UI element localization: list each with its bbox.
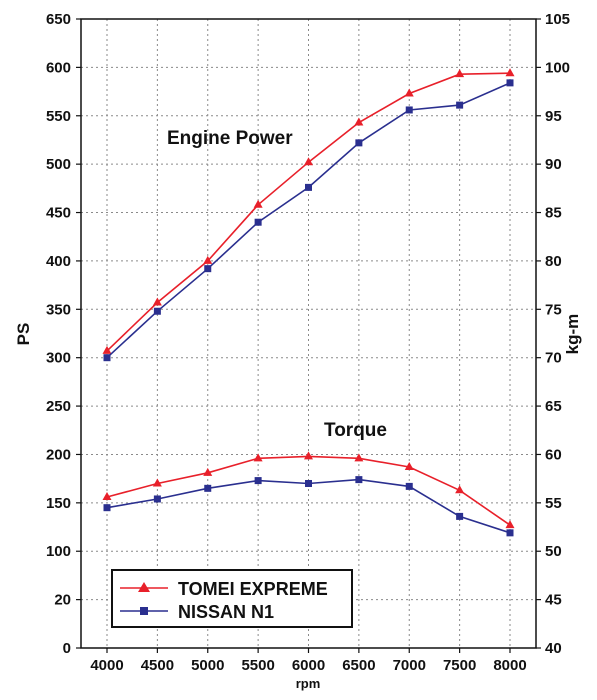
- y-right-tick-label: 80: [545, 253, 562, 270]
- engine-power-annotation: Engine Power: [167, 128, 293, 149]
- y-right-tick-label: 45: [545, 592, 562, 609]
- torque-tomei-expreme-point: [404, 462, 414, 471]
- x-tick-label: 5500: [241, 657, 274, 674]
- engine-power-nissan-n1-point: [305, 183, 312, 191]
- y-right-tick-label: 85: [545, 205, 562, 222]
- engine-power-tomei-expreme-point: [253, 199, 263, 208]
- legend-box: [111, 569, 353, 628]
- torque-nissan-n1-point: [103, 504, 111, 512]
- y-right-tick-label: 65: [545, 398, 562, 415]
- engine-power-tomei-expreme-point: [102, 345, 112, 354]
- axis-ticks: 0 40 20 45 100 50 150 55 200 60 250 65 300 70 350 75 400…: [46, 11, 570, 674]
- y-right-tick-label: 70: [545, 350, 562, 367]
- engine-power-tomei-expreme-point: [152, 297, 162, 306]
- engine-power-nissan-n1-point: [254, 218, 262, 226]
- y-left-tick-label: 500: [46, 156, 71, 173]
- y-right-tick-label: 100: [545, 59, 570, 76]
- series: [102, 68, 515, 537]
- y-axis-left-title: PS: [14, 323, 33, 346]
- x-tick-label: 4500: [141, 657, 174, 674]
- y-left-tick-label: 0: [63, 640, 71, 657]
- torque-nissan-n1-point: [405, 482, 413, 490]
- engine-power-tomei-expreme-point: [404, 88, 414, 97]
- y-left-tick-label: 200: [46, 446, 71, 463]
- legend-marker-tomei: [138, 582, 150, 592]
- y-right-tick-label: 50: [545, 543, 562, 560]
- torque-nissan-n1-point: [355, 476, 363, 484]
- y-right-tick-label: 40: [545, 640, 562, 657]
- x-tick-label: 7000: [393, 657, 426, 674]
- y-left-tick-label: 150: [46, 495, 71, 512]
- y-right-tick-label: 95: [545, 108, 562, 125]
- x-tick-label: 6500: [342, 657, 375, 674]
- torque-tomei-expreme-point: [102, 492, 112, 501]
- x-axis-title: rpm: [296, 676, 321, 691]
- y-right-tick-label: 105: [545, 11, 570, 28]
- y-left-tick-label: 20: [54, 592, 71, 609]
- x-tick-label: 8000: [493, 657, 526, 674]
- y-left-tick-label: 350: [46, 301, 71, 318]
- torque-tomei-expreme-point: [505, 520, 515, 529]
- engine-power-nissan-n1-point: [355, 139, 363, 147]
- torque-annotation: Torque: [324, 420, 387, 441]
- torque-tomei-expreme-point: [304, 451, 313, 460]
- torque-tomei-expreme-point: [354, 453, 364, 462]
- torque-nissan-n1-point: [506, 529, 514, 537]
- grid: [81, 19, 536, 648]
- engine-power-tomei-expreme-point: [455, 69, 465, 78]
- y-axis-right-title: kg-m: [563, 314, 582, 355]
- y-right-tick-label: 55: [545, 495, 562, 512]
- legend-label-tomei: TOMEI EXPREME: [178, 579, 328, 599]
- y-left-tick-label: 600: [46, 59, 71, 76]
- engine-power-tomei-expreme-point: [505, 68, 515, 77]
- y-left-tick-label: 650: [46, 11, 71, 28]
- torque-nissan-n1-point: [456, 512, 464, 520]
- y-left-tick-label: 300: [46, 350, 71, 367]
- engine-power-nissan-n1-point: [456, 101, 464, 109]
- y-left-tick-label: 400: [46, 253, 71, 270]
- torque-nissan-n1-point: [204, 484, 212, 492]
- y-left-tick-label: 450: [46, 205, 71, 222]
- x-tick-label: 4000: [90, 657, 123, 674]
- engine-power-tomei-expreme-point: [304, 157, 313, 166]
- legend-label-nissan: NISSAN N1: [178, 602, 274, 622]
- torque-nissan-n1-point: [305, 479, 312, 487]
- engine-power-nissan-n1-point: [204, 265, 212, 273]
- y-right-tick-label: 90: [545, 156, 562, 173]
- x-tick-label: 7500: [443, 657, 476, 674]
- engine-power-tomei-expreme-point: [203, 255, 213, 264]
- legend-marker-nissan: [140, 607, 148, 615]
- engine-power-nissan-n1-point: [103, 354, 111, 362]
- engine-power-nissan-n1-point: [506, 79, 514, 87]
- engine-power-tomei-expreme-point: [354, 117, 364, 126]
- y-left-tick-label: 100: [46, 543, 71, 560]
- x-tick-label: 5000: [191, 657, 224, 674]
- x-tick-label: 6000: [292, 657, 325, 674]
- torque-tomei-expreme-point: [203, 467, 213, 476]
- plot-frame: [80, 18, 537, 649]
- y-left-tick-label: 250: [46, 398, 71, 415]
- torque-tomei-expreme-point: [455, 485, 465, 494]
- y-right-tick-label: 60: [545, 446, 562, 463]
- y-left-tick-label: 550: [46, 108, 71, 125]
- legend: TOMEI EXPREME NISSAN N1: [111, 569, 353, 628]
- torque-tomei-expreme-point: [253, 453, 263, 462]
- y-right-tick-label: 75: [545, 301, 562, 318]
- torque-tomei-expreme-point: [152, 478, 162, 487]
- torque-nissan-n1-point: [254, 477, 262, 485]
- torque-nissan-n1-point: [153, 495, 161, 503]
- engine-power-nissan-n1-point: [153, 307, 161, 315]
- engine-power-nissan-n1-point: [405, 106, 413, 114]
